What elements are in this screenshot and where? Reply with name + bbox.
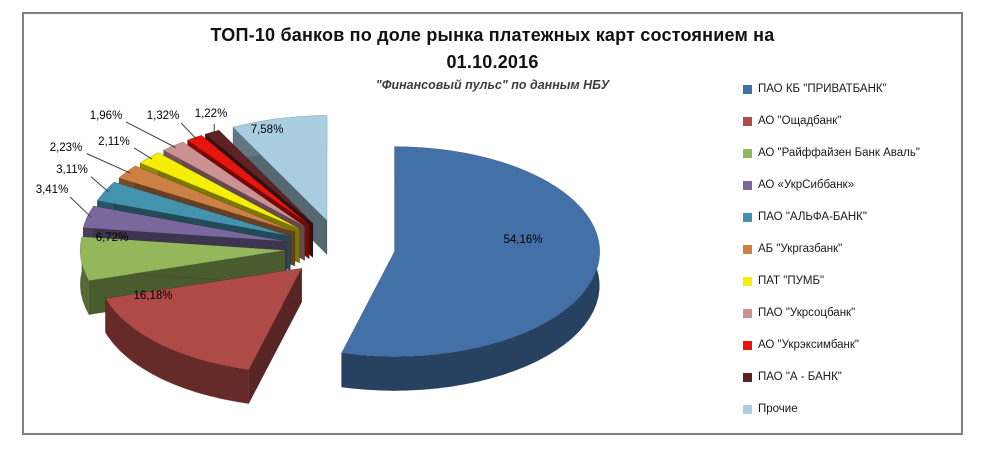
legend-swatch <box>743 84 752 94</box>
pie-slice-top <box>341 146 601 357</box>
leader-line <box>180 122 198 140</box>
legend-swatch <box>743 340 752 350</box>
pie-slice-top <box>79 236 286 281</box>
slice-label: 16,18% <box>133 290 172 302</box>
legend-swatch <box>743 404 752 414</box>
legend-swatch <box>743 308 752 318</box>
legend-swatch <box>743 244 752 254</box>
legend-swatch <box>743 212 752 222</box>
pie-plot: 54,16% 16,18% 6,72% 3,41% 3,11% 2,23% 2,11% 1,9… <box>36 108 601 405</box>
leader-line <box>86 153 131 174</box>
slice-label: 1,32% <box>147 110 180 122</box>
legend-label: АО «УкрСиббанк» <box>758 179 854 191</box>
legend-label: ПАО "АЛЬФА-БАНК" <box>758 211 867 223</box>
slice-label: 54,16% <box>503 234 542 246</box>
legend-item-5[interactable]: АБ "Укргазбанк" <box>743 233 920 265</box>
slice-label: 1,22% <box>195 108 228 120</box>
legend-item-3[interactable]: АО «УкрСиббанк» <box>743 169 920 201</box>
pie-slice-top <box>204 129 314 224</box>
pie-slice-top <box>232 115 328 222</box>
pie-slice-top <box>104 267 303 371</box>
pie-slice-top <box>96 181 291 237</box>
legend-label: ПАТ "ПУМБ" <box>758 275 825 287</box>
chart-subtitle: "Финансовый пульс" по данным НБУ <box>375 78 610 92</box>
legend-swatch <box>743 148 752 158</box>
legend-label: АО "Райффайзен Банк Аваль" <box>758 147 920 159</box>
legend-swatch <box>743 276 752 286</box>
legend-label: АО "Ощадбанк" <box>758 115 842 127</box>
legend-label: АБ "Укргазбанк" <box>758 243 843 255</box>
slice-label: 7,58% <box>251 124 284 136</box>
pie-slice-2[interactable] <box>79 236 286 315</box>
leader-line <box>133 147 153 160</box>
slice-label: 3,11% <box>56 164 88 176</box>
legend-item-6[interactable]: ПАТ "ПУМБ" <box>743 265 920 297</box>
legend-label: ПАО "А - БАНК" <box>758 371 842 383</box>
legend-item-7[interactable]: ПАО "Укрсоцбанк" <box>743 297 920 329</box>
legend-swatch <box>743 372 752 382</box>
leader-line <box>69 196 92 218</box>
legend-label: ПАО "Укрсоцбанк" <box>758 307 856 319</box>
chart-frame: ТОП-10 банков по доле рынка платежных ка… <box>22 12 963 435</box>
chart-title-line1: ТОП-10 банков по доле рынка платежных ка… <box>210 25 775 45</box>
leader-line <box>125 121 176 148</box>
pie-slice-0[interactable] <box>341 146 601 392</box>
legend-swatch <box>743 116 752 126</box>
legend-label: АО "Укрэксимбанк" <box>758 339 860 351</box>
legend-item-10[interactable]: Прочие <box>743 393 920 425</box>
slice-label: 6,72% <box>96 232 129 244</box>
legend-item-9[interactable]: ПАО "А - БАНК" <box>743 361 920 393</box>
chart-title-line2: 01.10.2016 <box>446 52 539 72</box>
slice-label: 3,41% <box>36 184 69 196</box>
legend-label: ПАО КБ "ПРИВАТБАНК" <box>758 83 887 95</box>
pie-slice-1[interactable] <box>104 267 303 405</box>
legend-item-0[interactable]: ПАО КБ "ПРИВАТБАНК" <box>743 73 920 105</box>
leader-line <box>90 176 109 193</box>
legend-item-4[interactable]: ПАО "АЛЬФА-БАНК" <box>743 201 920 233</box>
title-block: ТОП-10 банков по доле рынка платежных ка… <box>24 22 961 92</box>
pie-slice-top <box>82 205 287 242</box>
slice-label: 2,11% <box>98 136 130 148</box>
legend-label: Прочие <box>758 403 798 415</box>
legend-item-1[interactable]: АО "Ощадбанк" <box>743 105 920 137</box>
slice-labels: 54,16% 16,18% 6,72% 3,41% 3,11% 2,23% 2,11% 1,9… <box>36 108 543 302</box>
slice-label: 1,96% <box>90 110 123 122</box>
legend: ПАО КБ "ПРИВАТБАНК" АО "Ощадбанк" АО "Райф… <box>743 73 920 425</box>
legend-item-2[interactable]: АО "Райффайзен Банк Аваль" <box>743 137 920 169</box>
slice-label: 2,23% <box>50 142 83 154</box>
legend-swatch <box>743 180 752 190</box>
legend-item-8[interactable]: АО "Укрэксимбанк" <box>743 329 920 361</box>
